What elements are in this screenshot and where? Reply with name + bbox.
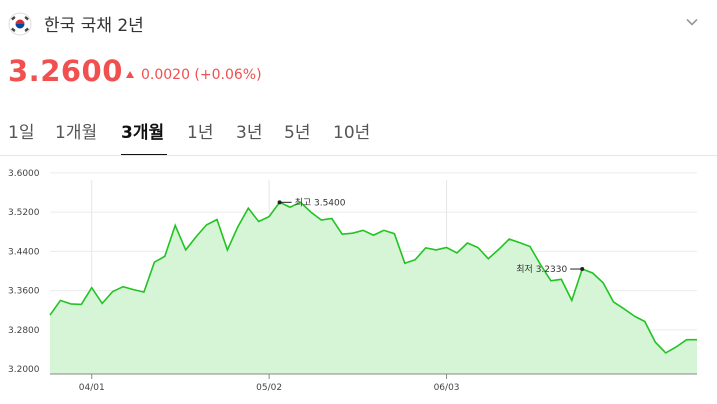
price-change: 0.0020 (+0.06%) bbox=[141, 67, 262, 83]
x-tick-label: 05/02 bbox=[256, 383, 282, 393]
tab-3y[interactable]: 3년 bbox=[236, 123, 263, 143]
price-line bbox=[49, 201, 697, 354]
tab-10y[interactable]: 10년 bbox=[333, 123, 371, 143]
y-tick-label: 3.2000 bbox=[8, 365, 40, 375]
period-tabs: 1일 1개월 3개월 1년 3년 5년 10년 bbox=[0, 112, 717, 156]
up-triangle-icon bbox=[126, 71, 134, 78]
tab-1d[interactable]: 1일 bbox=[8, 123, 35, 143]
price-chart: 3.6000 3.5200 3.4400 3.3600 3.2800 3.2000 04/0… bbox=[8, 169, 697, 393]
x-tick-label: 04/01 bbox=[79, 383, 105, 393]
y-tick-label: 3.4400 bbox=[8, 247, 40, 257]
y-tick-label: 3.6000 bbox=[8, 169, 40, 179]
south-korea-flag-icon bbox=[8, 12, 32, 36]
y-tick-label: 3.3600 bbox=[8, 287, 40, 297]
y-tick-label: 3.2800 bbox=[8, 326, 40, 336]
chevron-down-icon[interactable] bbox=[684, 14, 700, 30]
current-price: 3.2600 bbox=[8, 54, 123, 88]
x-tick-label: 06/03 bbox=[434, 383, 460, 393]
y-tick-label: 3.5200 bbox=[8, 208, 40, 218]
min-label: 최저 3.2330 bbox=[516, 264, 567, 275]
max-label: 최고 3.5400 bbox=[295, 197, 346, 208]
tab-1m[interactable]: 1개월 bbox=[55, 123, 98, 143]
tab-3m[interactable]: 3개월 bbox=[121, 123, 165, 143]
divider bbox=[0, 155, 717, 156]
instrument-title: 한국 국채 2년 bbox=[44, 16, 144, 36]
tab-1y[interactable]: 1년 bbox=[187, 123, 214, 143]
header: 한국 국채 2년 bbox=[0, 0, 717, 50]
tab-5y[interactable]: 5년 bbox=[284, 123, 311, 143]
area-fill bbox=[50, 202, 697, 374]
